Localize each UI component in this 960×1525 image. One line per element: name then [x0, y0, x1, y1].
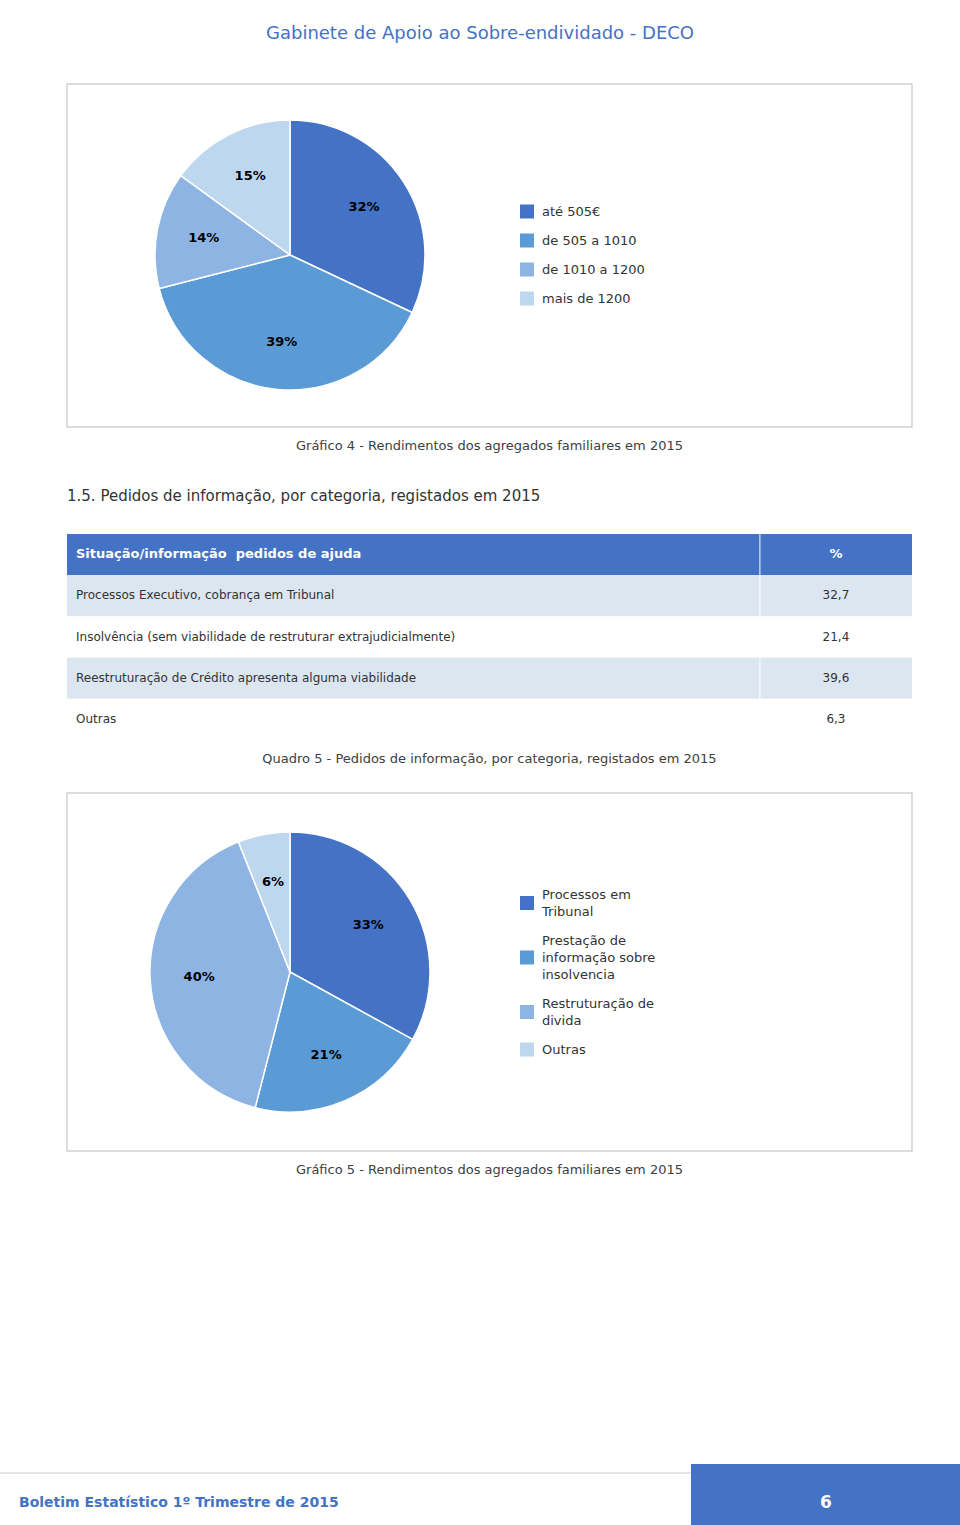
pie-slice — [150, 842, 290, 1108]
table-header-row — [67, 534, 912, 575]
legend: até 505€ de 505 a 1010 de 1010 a 1200 mais … — [520, 204, 645, 306]
legend-line: insolvencia — [542, 967, 615, 982]
footer-text: Boletim Estatístico 1º Trimestre de 2015 — [19, 1494, 339, 1510]
legend-swatch — [520, 1043, 534, 1057]
page: Gabinete de Apoio ao Sobre-endividado - … — [0, 0, 960, 1525]
legend-line: Processos em — [542, 887, 631, 902]
legend-entry: Processos em Tribunal — [541, 887, 631, 919]
legend-line: até 505€ — [542, 204, 600, 219]
data-label: 21% — [311, 1047, 342, 1062]
legend-swatch — [520, 292, 534, 306]
table: Situação/informação pedidos de ajuda% Pro… — [67, 534, 912, 740]
footer-page-box — [691, 1464, 960, 1525]
row-label: Processos Executivo, cobrança em Tribuna… — [76, 588, 334, 602]
background — [0, 0, 960, 1525]
legend-line: de 1010 a 1200 — [542, 262, 645, 277]
row-label: Insolvência (sem viabilidade de restrutu… — [76, 630, 455, 644]
footer: Boletim Estatístico 1º Trimestre de 2015… — [0, 1464, 960, 1525]
pie-slice — [238, 832, 290, 972]
legend-line: Tribunal — [541, 904, 593, 919]
data-label: 6% — [262, 874, 284, 889]
legend-swatch — [520, 263, 534, 277]
chart-box — [67, 793, 912, 1151]
legend-swatch — [520, 1005, 534, 1019]
footer-page: 6 — [820, 1492, 832, 1512]
legend: Processos em Tribunal Prestação de informaç… — [520, 887, 655, 1057]
row-value: 39,6 — [823, 671, 850, 685]
column-divider — [759, 534, 760, 740]
legend-line: Outras — [542, 1042, 586, 1057]
column-header: % — [829, 546, 842, 561]
legend-entry: Outras — [542, 1042, 586, 1057]
legend-entry: de 1010 a 1200 — [542, 262, 645, 277]
row-value: 21,4 — [823, 630, 850, 644]
legend-line: divida — [542, 1013, 581, 1028]
legend-line: Prestação de — [542, 933, 626, 948]
data-label: 15% — [235, 168, 266, 183]
legend-line: mais de 1200 — [542, 291, 631, 306]
section-title: 1.5. Pedidos de informação, por categori… — [67, 487, 540, 505]
row-label: Outras — [76, 712, 116, 726]
legend-swatch — [520, 234, 534, 248]
pie-chart: 32% 39% 14% 15% até 505€ de 505 a 1010 de 1010… — [67, 84, 912, 427]
legend-entry: até 505€ — [542, 204, 600, 219]
legend-swatch — [520, 205, 534, 219]
legend-swatch — [520, 896, 534, 910]
table-row — [67, 699, 912, 740]
column-header: Situação/informação pedidos de ajuda — [76, 546, 361, 561]
chart-box — [67, 84, 912, 427]
table-row — [67, 575, 912, 616]
table-caption: Quadro 5 - Pedidos de informação, por ca… — [262, 751, 716, 766]
data-label: 40% — [184, 969, 215, 984]
chart-caption: Gráfico 4 - Rendimentos dos agregados fa… — [296, 438, 683, 453]
row-label: Reestruturação de Crédito apresenta algu… — [76, 671, 416, 685]
header-title: Gabinete de Apoio ao Sobre-endividado - … — [266, 22, 694, 43]
data-label: 14% — [188, 230, 219, 245]
data-label: 32% — [349, 199, 380, 214]
row-value: 32,7 — [823, 588, 850, 602]
data-label: 33% — [353, 917, 384, 932]
legend-line: de 505 a 1010 — [542, 233, 637, 248]
legend-entry: Prestação de informação sobre insolvencia — [542, 933, 655, 982]
legend-line: Restruturação de — [542, 996, 654, 1011]
table-row — [67, 658, 912, 699]
table-row — [67, 616, 912, 657]
legend-entry: mais de 1200 — [542, 291, 631, 306]
row-value: 6,3 — [826, 712, 845, 726]
legend-line: informação sobre — [542, 950, 655, 965]
pie-chart: 33% 21% 40% 6% Processos em Tribunal Prestação… — [67, 793, 912, 1151]
pie-slice — [181, 120, 290, 255]
chart-caption: Gráfico 5 - Rendimentos dos agregados fa… — [296, 1162, 683, 1177]
legend-swatch — [520, 951, 534, 965]
legend-entry: Restruturação de divida — [542, 996, 654, 1028]
data-label: 39% — [266, 334, 297, 349]
legend-entry: de 505 a 1010 — [542, 233, 637, 248]
